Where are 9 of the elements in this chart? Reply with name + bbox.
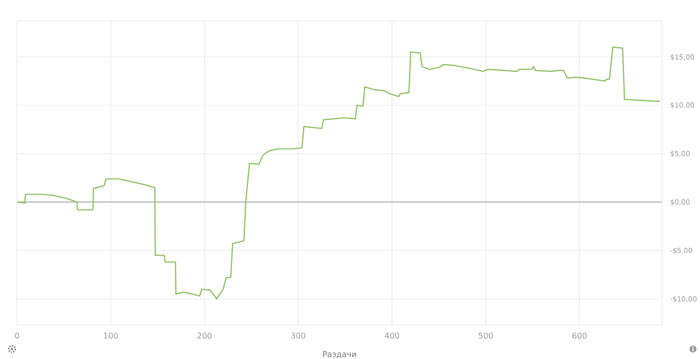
x-tick-label: 200 [196, 332, 212, 341]
x-tick-label: 500 [478, 332, 494, 341]
line-series [17, 46, 661, 300]
x-tick-label: 600 [572, 332, 588, 341]
x-tick-label: 400 [384, 332, 400, 341]
x-tick-label: 300 [290, 332, 306, 341]
x-tick-label: 0 [14, 332, 20, 341]
x-tick-label: 100 [103, 332, 118, 341]
x-axis-title: Раздачи [322, 350, 357, 359]
